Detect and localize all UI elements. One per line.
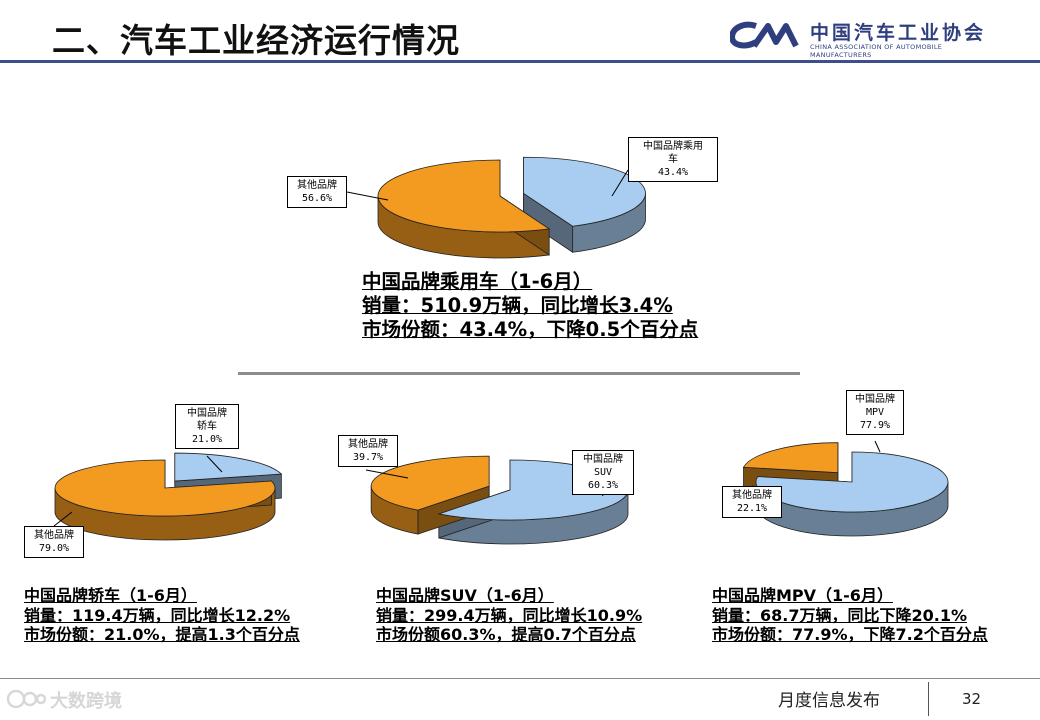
label-mpv-domestic-line1: 中国品牌: [855, 394, 895, 405]
leader-line-sedan-domestic: [206, 455, 223, 473]
footer-separator: [928, 682, 929, 716]
label-mpv-domestic: 中国品牌 MPV 77.9%: [846, 390, 904, 435]
label-mpv-others-value: 22.1%: [736, 503, 768, 514]
leader-line-passenger-others: [346, 191, 389, 201]
label-sedan-others-value: 79.0%: [38, 543, 70, 554]
caption-mpv: 中国品牌MPV（1-6月） 销量：68.7万辆，同比下降20.1% 市场份额：7…: [712, 586, 988, 645]
label-passenger-domestic: 中国品牌乘用 车 43.4%: [628, 137, 718, 182]
label-passenger-others-line1: 其他品牌: [297, 180, 337, 191]
label-suv-others-value: 39.7%: [352, 452, 384, 463]
logo-cn-text: 中国汽车工业协会: [810, 22, 987, 44]
label-mpv-others: 其他品牌 22.1%: [722, 486, 782, 518]
caption-sedan-title: 中国品牌轿车（1-6月）: [24, 586, 197, 605]
label-mpv-domestic-line2: MPV: [865, 407, 885, 418]
footer-text: 月度信息发布: [778, 691, 880, 711]
page-title: 二、汽车工业经济运行情况: [52, 21, 460, 60]
label-passenger-domestic-line1: 中国品牌乘用: [643, 141, 703, 152]
label-passenger-others-value: 56.6%: [301, 193, 333, 204]
caption-mpv-sales: 销量：68.7万辆，同比下降20.1%: [712, 605, 967, 625]
caption-sedan: 中国品牌轿车（1-6月） 销量：119.4万辆，同比增长12.2% 市场份额：2…: [24, 586, 300, 645]
label-sedan-domestic-line2: 轿车: [197, 421, 217, 432]
label-mpv-domestic-value: 77.9%: [859, 420, 891, 431]
caption-passenger-title: 中国品牌乘用车（1-6月）: [362, 270, 593, 293]
caption-mpv-share: 市场份额：77.9%，下降7.2个百分点: [712, 625, 988, 645]
watermark-text: 大数跨境: [50, 691, 122, 712]
label-passenger-domestic-value: 43.4%: [657, 167, 689, 178]
caption-sedan-share: 市场份额：21.0%，提高1.3个百分点: [24, 625, 300, 645]
page-number: 32: [962, 690, 982, 708]
pie-suv: [370, 455, 629, 545]
label-suv-domestic-line2: SUV: [593, 467, 613, 478]
leader-line-suv-others: [365, 469, 409, 479]
section-divider: [238, 372, 800, 375]
caam-logo-mark-icon: [730, 21, 799, 49]
footer-rule: [0, 678, 1040, 679]
caption-mpv-title: 中国品牌MPV（1-6月）: [712, 586, 893, 605]
caption-passenger: 中国品牌乘用车（1-6月） 销量：510.9万辆，同比增长3.4% 市场份额：4…: [362, 270, 698, 341]
pie-passenger-slice-1: [377, 159, 551, 233]
label-suv-others-line1: 其他品牌: [348, 439, 388, 450]
label-passenger-domestic-line2: 车: [668, 154, 678, 165]
caam-logo: 中国汽车工业协会 CHINA ASSOCIATION OF AUTOMOBILE…: [730, 16, 1000, 59]
pie-sedan-slice-0: [174, 452, 283, 482]
label-sedan-others: 其他品牌 79.0%: [24, 526, 84, 558]
label-sedan-others-line1: 其他品牌: [34, 530, 74, 541]
label-suv-domestic-line1: 中国品牌: [583, 454, 623, 465]
label-sedan-domestic-line1: 中国品牌: [187, 408, 227, 419]
leader-line-sedan-others: [53, 511, 73, 527]
pie-mpv-slice-1: [742, 442, 839, 474]
caption-passenger-sales: 销量：510.9万辆，同比增长3.4%: [362, 293, 673, 317]
label-sedan-domestic: 中国品牌 轿车 21.0%: [175, 404, 239, 449]
caption-suv-share: 市场份额60.3%，提高0.7个百分点: [376, 625, 636, 645]
caption-passenger-share: 市场份额：43.4%，下降0.5个百分点: [362, 317, 699, 341]
watermark-logo-icon: [6, 689, 46, 709]
label-passenger-others: 其他品牌 56.6%: [287, 176, 347, 208]
pie-suv-slice-1: [370, 455, 490, 511]
leader-line-mpv-domestic: [874, 440, 881, 453]
pie-passenger: [377, 156, 646, 259]
pie-passenger-slice-0: [523, 156, 646, 227]
caption-suv: 中国品牌SUV（1-6月） 销量：299.4万辆，同比增长10.9% 市场份额6…: [376, 586, 642, 645]
pie-mpv: [742, 442, 949, 537]
label-suv-domestic-value: 60.3%: [587, 480, 619, 491]
pie-sedan: [54, 452, 283, 541]
caption-suv-sales: 销量：299.4万辆，同比增长10.9%: [376, 605, 643, 625]
label-suv-domestic: 中国品牌 SUV 60.3%: [572, 450, 634, 495]
caption-sedan-sales: 销量：119.4万辆，同比增长12.2%: [24, 605, 291, 625]
watermark: 大数跨境: [6, 686, 146, 714]
label-sedan-domestic-value: 21.0%: [191, 434, 223, 445]
label-suv-others: 其他品牌 39.7%: [338, 435, 398, 467]
leader-line-passenger-domestic: [611, 169, 629, 197]
caption-suv-title: 中国品牌SUV（1-6月）: [376, 586, 554, 605]
header-rule: [0, 60, 1040, 63]
pie-sedan-slice-1: [54, 459, 276, 517]
label-mpv-others-line1: 其他品牌: [732, 490, 772, 501]
logo-en-text: CHINA ASSOCIATION OF AUTOMOBILE MANUFACT…: [810, 43, 943, 59]
